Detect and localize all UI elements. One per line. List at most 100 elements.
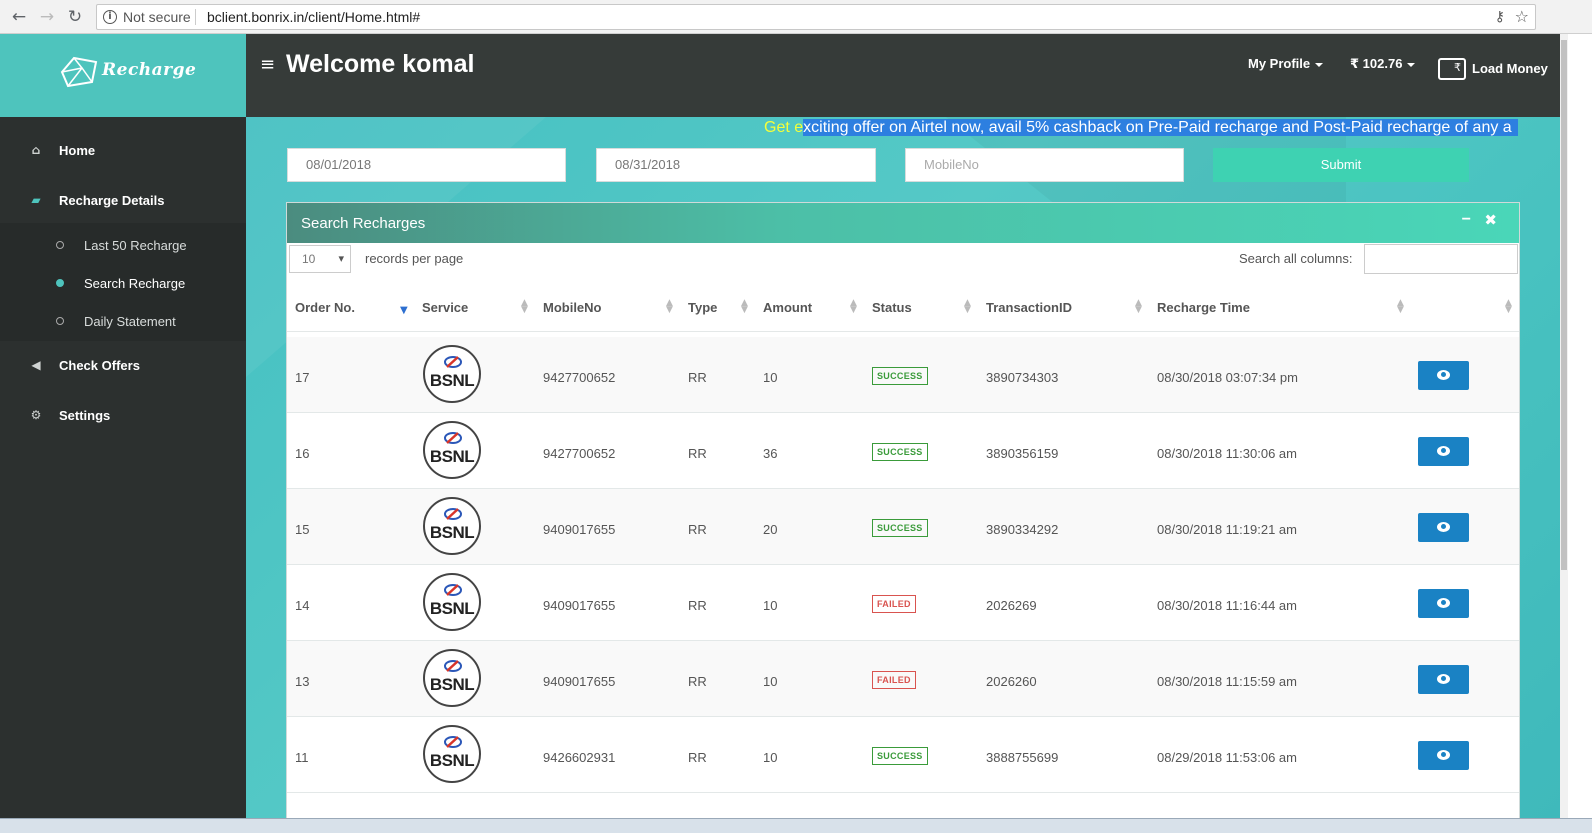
chevron-down-icon	[1315, 62, 1324, 67]
table-row: 13 BSNL 9409017655 RR 10 FAILED 2026260 08/30/2…	[287, 641, 1519, 717]
back-arrow-icon[interactable]: ←	[11, 7, 27, 27]
sidebar-subitem-label: Search Recharge	[84, 276, 186, 291]
close-icon[interactable]: ✖	[1484, 211, 1497, 229]
search-all-input[interactable]	[1364, 244, 1518, 274]
bookmark-star-icon[interactable]: ☆	[1514, 7, 1529, 26]
balance-dropdown[interactable]: ₹ 102.76	[1350, 56, 1416, 72]
megaphone-icon: ◀	[31, 358, 41, 372]
sidebar: ⌂ Home ▰ Recharge Details Last 50 Rechar…	[0, 117, 246, 818]
records-per-page-select[interactable]: 10	[289, 245, 351, 273]
sidebar-item-settings[interactable]: ⚙ Settings	[0, 392, 246, 438]
logo-text: Recharge	[102, 60, 197, 80]
sort-desc-icon[interactable]: ▼	[400, 305, 408, 316]
sidebar-subitem-label: Daily Statement	[84, 314, 176, 329]
service-cell: BSNL	[429, 523, 475, 542]
my-profile-dropdown[interactable]: My Profile	[1248, 56, 1324, 71]
sort-icon[interactable]: ▲ ▼	[521, 298, 528, 315]
page-scrollbar[interactable]	[1560, 34, 1568, 818]
bsnl-swoosh-icon	[444, 508, 462, 520]
hamburger-menu-icon[interactable]: ≡	[260, 54, 276, 75]
service-cell: BSNL	[429, 675, 475, 694]
scrollbar-thumb[interactable]	[1561, 40, 1567, 570]
column-header-amount[interactable]: Amount	[763, 300, 813, 315]
app-root: Recharge ≡ Welcome komal My Profile ₹ 10…	[0, 34, 1560, 818]
sidebar-item-label: Check Offers	[59, 358, 140, 373]
sidebar-item-recharge-details[interactable]: ▰ Recharge Details	[0, 177, 246, 223]
to-date-input[interactable]: 08/31/2018	[596, 148, 876, 182]
address-bar[interactable]: i Not secure bclient.bonrix.in/client/Ho…	[96, 4, 1536, 30]
bullet-icon	[56, 279, 64, 287]
status-badge: SUCCESS	[872, 367, 928, 385]
column-header-status[interactable]: Status	[872, 300, 912, 315]
service-cell: BSNL	[429, 371, 475, 390]
mobile-cell: 9409017655	[543, 674, 616, 689]
forward-arrow-icon[interactable]: →	[39, 7, 55, 27]
amount-cell: 10	[763, 674, 778, 689]
sort-icon[interactable]: ▲ ▼	[1397, 298, 1404, 315]
sidebar-item-label: Home	[59, 143, 96, 158]
panel-header: Search Recharges − ✖	[287, 203, 1519, 243]
from-date-input[interactable]: 08/01/2018	[287, 148, 566, 182]
records-per-page-label: records per page	[365, 251, 464, 266]
sort-icon[interactable]: ▲ ▼	[964, 298, 971, 315]
view-details-button[interactable]	[1418, 741, 1469, 770]
view-details-button[interactable]	[1418, 437, 1469, 466]
address-divider	[195, 9, 196, 25]
mobile-no-input[interactable]: MobileNo	[905, 148, 1184, 182]
logo-area[interactable]: Recharge	[0, 34, 246, 117]
view-details-button[interactable]	[1418, 589, 1469, 618]
transaction-cell: 3890356159	[986, 446, 1059, 461]
bsnl-logo-icon: BSNL	[423, 573, 481, 631]
search-recharges-panel: Search Recharges − ✖ 10 records per page…	[286, 202, 1520, 818]
order-cell: 15	[295, 522, 310, 537]
sidebar-item-home[interactable]: ⌂ Home	[0, 127, 246, 173]
search-all-label: Search all columns:	[1239, 251, 1353, 266]
table-row: 17 BSNL 9427700652 RR 10 SUCCESS 3890734303 08/…	[287, 337, 1519, 413]
column-header-mobile[interactable]: MobileNo	[543, 300, 602, 315]
sort-icon[interactable]: ▲ ▼	[1135, 298, 1142, 315]
column-header-order[interactable]: Order No.	[295, 300, 355, 315]
time-cell: 08/30/2018 03:07:34 pm	[1157, 370, 1298, 385]
reload-icon[interactable]: ↻	[67, 7, 83, 27]
sidebar-subitem-label: Last 50 Recharge	[84, 238, 187, 253]
transaction-cell: 3890334292	[986, 522, 1059, 537]
column-header-type[interactable]: Type	[688, 300, 718, 315]
eye-icon	[1437, 674, 1450, 684]
sidebar-item-check-offers[interactable]: ◀ Check Offers	[0, 342, 246, 388]
welcome-title: Welcome komal	[286, 50, 475, 78]
view-details-button[interactable]	[1418, 513, 1469, 542]
info-icon[interactable]: i	[103, 10, 117, 24]
submit-button[interactable]: Submit	[1213, 148, 1469, 182]
view-details-button[interactable]	[1418, 665, 1469, 694]
table-row: 15 BSNL 9409017655 RR 20 SUCCESS 3890334292 08/…	[287, 489, 1519, 565]
eye-icon	[1437, 446, 1450, 456]
sidebar-subitem-search-recharge[interactable]: Search Recharge	[0, 265, 246, 303]
order-cell: 17	[295, 370, 310, 385]
taskbar	[0, 818, 1592, 833]
sidebar-subitem-daily-statement[interactable]: Daily Statement	[0, 303, 246, 341]
time-cell: 08/30/2018 11:15:59 am	[1157, 674, 1297, 689]
column-header-transaction[interactable]: TransactionID	[986, 300, 1072, 315]
minimize-icon[interactable]: −	[1461, 211, 1471, 228]
table-row: 11 BSNL 9426602931 RR 10 SUCCESS 3888755699 08/…	[287, 717, 1519, 793]
bsnl-logo-icon: BSNL	[423, 345, 481, 403]
url-text[interactable]: bclient.bonrix.in/client/Home.html#	[207, 9, 421, 25]
mobile-cell: 9409017655	[543, 522, 616, 537]
sort-icon[interactable]: ▲ ▼	[741, 298, 748, 315]
time-cell: 08/30/2018 11:30:06 am	[1157, 446, 1297, 461]
column-header-time[interactable]: Recharge Time	[1157, 300, 1250, 315]
sort-icon[interactable]: ▲ ▼	[666, 298, 673, 315]
sort-icon[interactable]: ▲ ▼	[1505, 298, 1512, 315]
sort-icon[interactable]: ▲ ▼	[850, 298, 857, 315]
service-cell: BSNL	[429, 751, 475, 770]
view-details-button[interactable]	[1418, 361, 1469, 390]
gears-icon: ⚙	[30, 408, 42, 422]
column-header-service[interactable]: Service	[422, 300, 469, 315]
type-cell: RR	[688, 674, 707, 689]
bsnl-swoosh-icon	[444, 432, 462, 444]
amount-cell: 36	[763, 446, 778, 461]
my-profile-label: My Profile	[1248, 56, 1311, 71]
bsnl-swoosh-icon	[444, 660, 462, 672]
sidebar-subitem-last50[interactable]: Last 50 Recharge	[0, 227, 246, 265]
key-icon[interactable]: ⚷	[1494, 9, 1505, 25]
